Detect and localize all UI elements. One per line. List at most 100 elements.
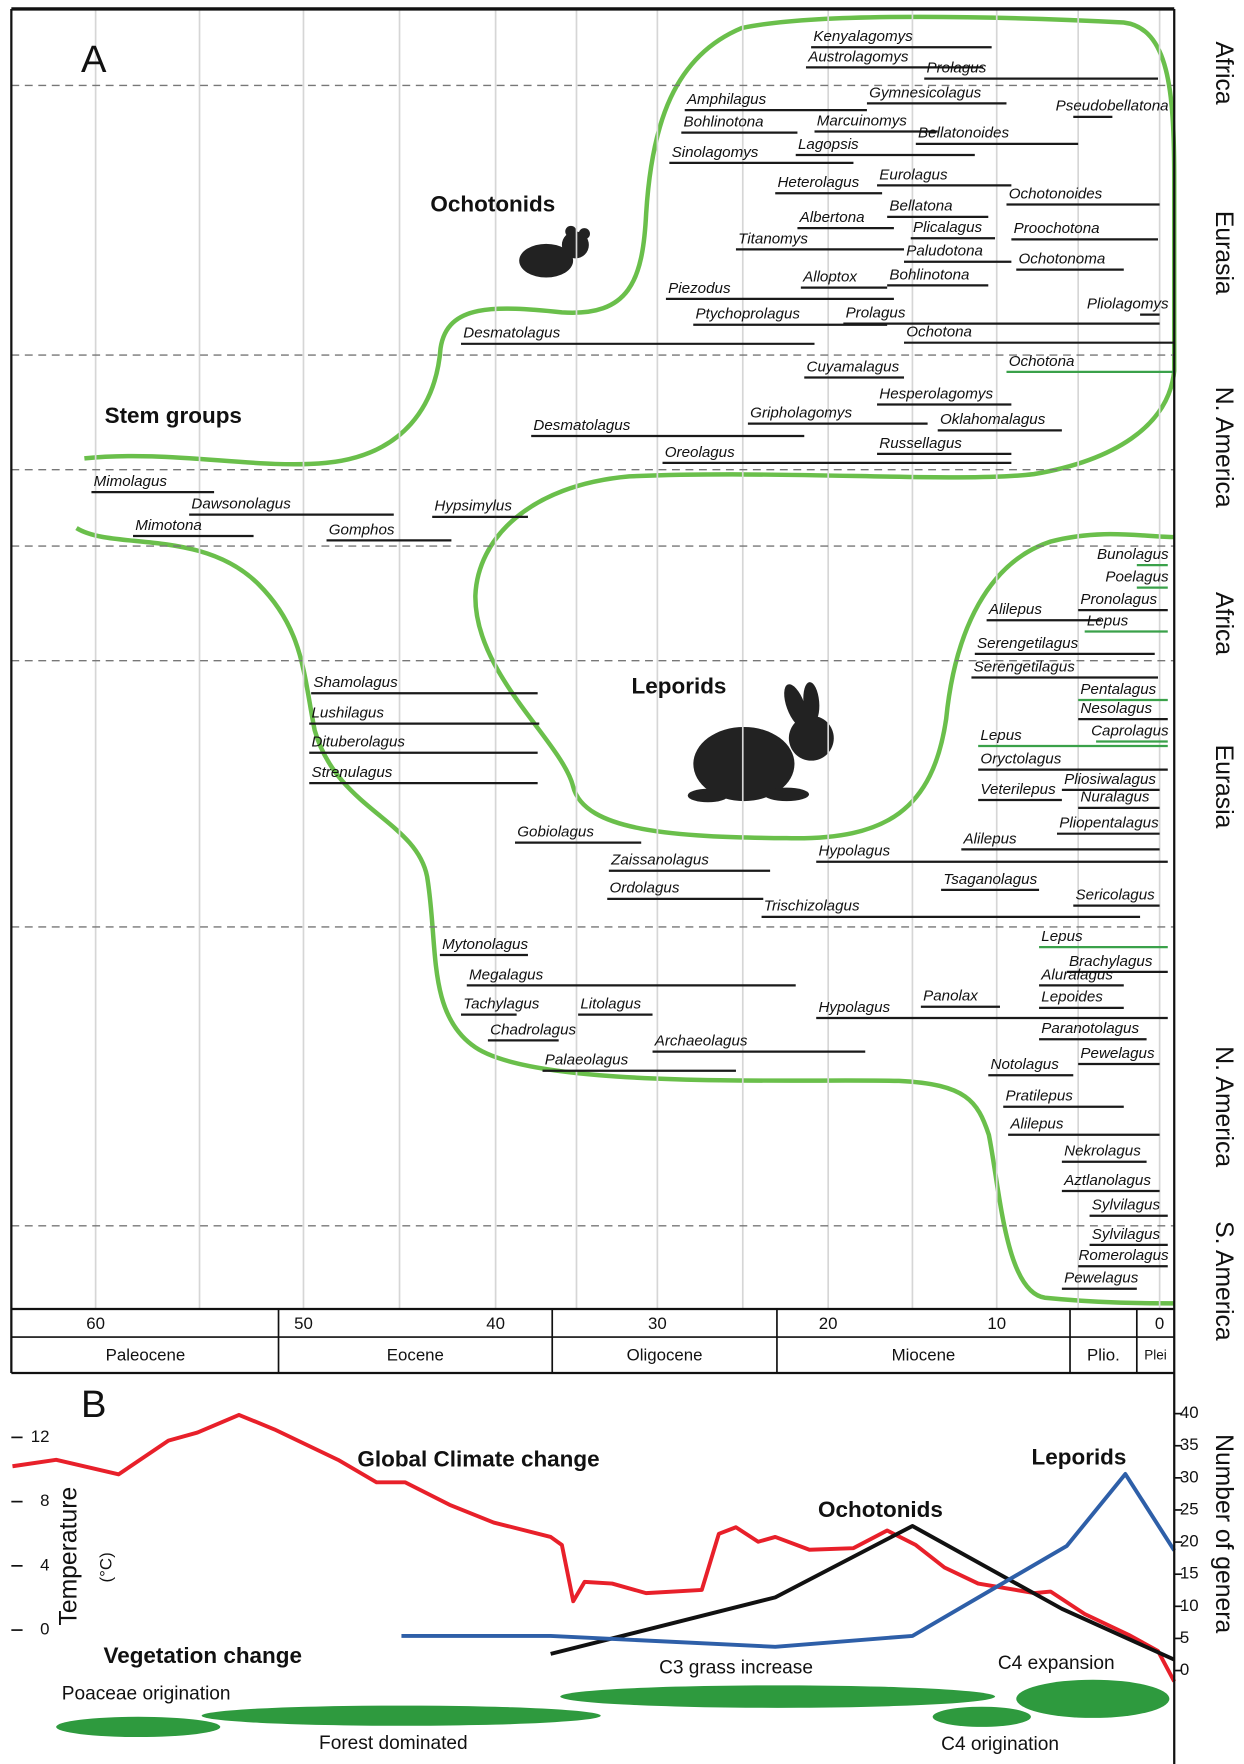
vegetation-label: C3 grass increase [659, 1658, 813, 1679]
taxon-label: Cuyamalagus [807, 358, 900, 375]
y-axis-label: Temperature [55, 1487, 82, 1626]
y2-tick-label: 5 [1180, 1628, 1189, 1647]
taxon-label: Oryctolagus [980, 751, 1061, 768]
taxon-label: Lepus [1041, 928, 1083, 945]
taxon-label: Litolagus [580, 995, 641, 1012]
taxon-label: Palaeolagus [545, 1052, 629, 1069]
taxon-label: Ordolagus [609, 880, 679, 897]
rabbit-icon [687, 682, 834, 803]
y2-tick-label: 35 [1180, 1435, 1199, 1454]
taxon-label: Serengetilagus [977, 635, 1079, 652]
taxon-label: Eurolagus [879, 166, 948, 183]
taxon-label: Sylvilagus [1092, 1197, 1161, 1214]
taxon-label: Lushilagus [311, 704, 384, 721]
vegetation-period [560, 1685, 996, 1708]
taxon-label: Prolagus [846, 304, 906, 321]
vegetation-period [201, 1705, 601, 1726]
taxon-label: Megalagus [469, 966, 544, 983]
vegetation-period [1016, 1679, 1170, 1718]
taxon-label: Oreolagus [665, 444, 735, 461]
taxon-label: Tsaganolagus [943, 871, 1037, 888]
epoch-label: Oligocene [627, 1346, 703, 1365]
region-label: Eurasia [1210, 745, 1237, 829]
taxon-label: Shamolagus [313, 674, 398, 691]
taxon-label: Mimotona [135, 517, 202, 534]
y2-tick-label: 10 [1180, 1596, 1199, 1615]
taxon-label: Gymnesicolagus [869, 84, 981, 101]
taxon-label: Zaissanolagus [610, 852, 709, 869]
region-label: N. America [1210, 1046, 1237, 1167]
y2-axis-label: Number of genera [1210, 1434, 1237, 1633]
y2-tick-label: 40 [1180, 1403, 1199, 1422]
taxon-label: Bellatona [889, 198, 952, 215]
taxon-label: Strenulagus [311, 764, 392, 781]
taxon-label: Alilepus [988, 601, 1042, 618]
taxon-label: Albertona [799, 209, 865, 226]
taxon-label: Sericolagus [1076, 886, 1156, 903]
y-tick-label: 0 [40, 1620, 49, 1639]
taxon-label: Trischizolagus [764, 898, 860, 915]
group-label: Ochotonids [430, 192, 555, 217]
taxon-label: Panolax [923, 988, 979, 1005]
taxon-label: Bohlinotona [684, 113, 764, 130]
y-tick-label: 12 [31, 1427, 50, 1446]
epoch-label: Eocene [387, 1346, 444, 1365]
taxon-label: Sinolagomys [672, 144, 759, 161]
taxon-label: Plicalagus [913, 219, 983, 236]
taxon-label: Pentalagus [1080, 681, 1156, 698]
taxon-label: Kenyalagomys [813, 28, 913, 45]
y-tick-label: 8 [40, 1491, 49, 1510]
taxon-label: Alilepus [963, 830, 1017, 847]
clade-outline [75, 526, 1175, 1306]
taxon-label: Nuralagus [1080, 789, 1150, 806]
x-tick-label: 40 [486, 1314, 505, 1333]
taxon-label: Pliolagomys [1087, 295, 1169, 312]
taxon-label: Pseudobellatona [1056, 98, 1169, 115]
taxon-label: Bohlinotona [889, 266, 969, 283]
taxon-label: Mimolagus [94, 473, 168, 490]
vegetation-period [932, 1706, 1031, 1727]
taxon-label: Hypolagus [818, 843, 890, 860]
region-label: S. America [1210, 1221, 1237, 1341]
panel-label: A [81, 38, 107, 81]
region-label: Eurasia [1210, 211, 1237, 295]
region-label: N. America [1210, 387, 1237, 508]
epoch-label: Paleocene [106, 1346, 186, 1365]
taxon-label: Alilepus [1009, 1116, 1063, 1133]
vegetation-label: Forest dominated [319, 1733, 468, 1754]
vegetation-label: C4 expansion [998, 1653, 1115, 1674]
clade-outline [84, 14, 1177, 841]
taxon-label: Paludotona [906, 243, 983, 260]
y-axis-unit: (°C) [96, 1552, 115, 1582]
taxon-label: Tachylagus [463, 995, 540, 1012]
taxon-label: Mytonolagus [442, 936, 528, 953]
taxon-label: Alloptox [802, 269, 858, 286]
taxon-label: Chadrolagus [490, 1021, 576, 1038]
vegetation-title: Vegetation change [103, 1643, 302, 1668]
taxon-label: Pronolagus [1080, 591, 1157, 608]
taxon-label: Nekrolagus [1064, 1143, 1141, 1160]
taxon-label: Brachylagus [1069, 953, 1153, 970]
vegetation-label: C4 origination [941, 1734, 1059, 1755]
taxon-label: Ochotonoides [1009, 185, 1103, 202]
x-tick-label: 30 [648, 1314, 667, 1333]
taxon-label: Veterilepus [980, 781, 1056, 798]
group-label: Leporids [632, 674, 727, 699]
taxon-label: Desmatolagus [463, 325, 560, 342]
taxon-label: Lagopsis [798, 136, 859, 153]
taxon-label: Notolagus [991, 1056, 1060, 1073]
vegetation-label: Poaceae origination [62, 1683, 231, 1704]
taxon-label: Oklahomalagus [940, 411, 1046, 428]
epoch-label: Miocene [892, 1346, 956, 1365]
x-tick-label: 50 [294, 1314, 313, 1333]
panel-label: B [81, 1383, 106, 1426]
taxon-label: Titanomys [738, 230, 808, 247]
taxon-label: Hypolagus [818, 999, 890, 1016]
taxon-label: Lepoides [1041, 989, 1103, 1006]
taxon-label: Hypsimylus [434, 498, 512, 515]
region-label: Africa [1210, 592, 1237, 655]
taxon-label: Aluralagus [1040, 966, 1113, 983]
taxon-label: Bellatonoides [918, 125, 1009, 142]
taxon-label: Sylvilagus [1092, 1226, 1161, 1243]
